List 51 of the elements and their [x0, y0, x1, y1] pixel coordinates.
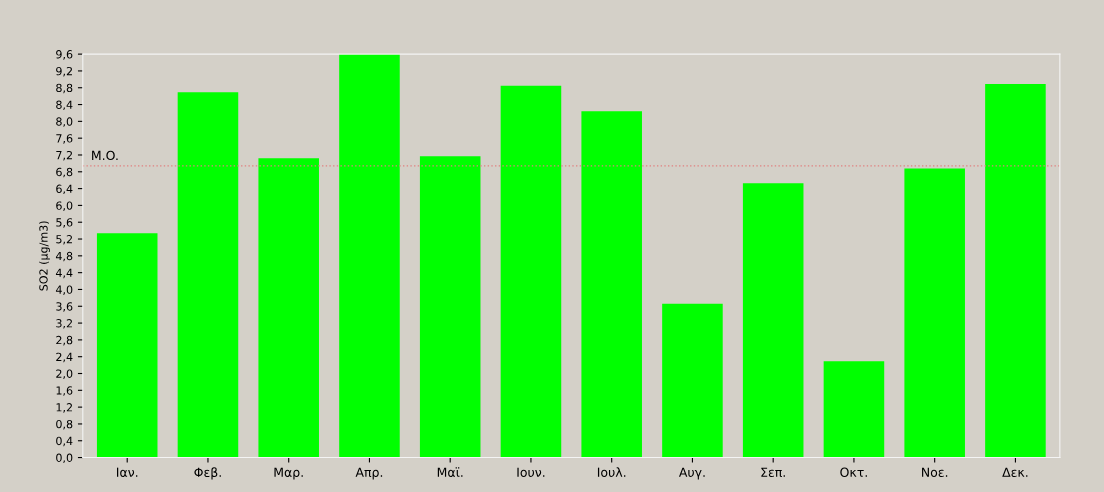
bar [742, 183, 804, 458]
x-tick-label: Αυγ. [678, 467, 705, 480]
y-tick-label: 1,6 [56, 386, 73, 396]
y-tick-label: 3,2 [56, 319, 72, 329]
x-tick-label: Μαρ. [274, 467, 303, 480]
bar [823, 361, 885, 458]
y-tick-label: 0,0 [56, 453, 73, 464]
y-tick-label: 2,8 [56, 335, 73, 346]
y-tick-label: 8,4 [56, 100, 73, 111]
y-tick-label: 9,2 [56, 66, 72, 77]
bar [500, 85, 562, 458]
x-tick-label: Απρ. [355, 467, 383, 480]
x-tick-label: Φεβ. [194, 467, 221, 480]
y-tick-label: 7,6 [56, 134, 73, 144]
x-tick-label: Νοε. [922, 467, 948, 477]
y-tick-label: 8,8 [56, 83, 73, 94]
bar [258, 158, 319, 458]
bar [339, 54, 400, 458]
y-tick-label: 3,6 [56, 302, 73, 312]
bar [177, 92, 239, 458]
y-axis-title: SO2 (μg/m3) [39, 221, 50, 291]
bar [419, 156, 481, 458]
bar [904, 168, 965, 458]
y-tick-label: 7,2 [56, 150, 72, 161]
x-tick-label: Ιαν. [117, 467, 138, 477]
y-tick-label: 4,8 [55, 251, 73, 262]
y-tick-label: 2,0 [56, 369, 73, 380]
x-tick-label: Σεπ. [761, 467, 785, 478]
bar [985, 83, 1046, 458]
bar [581, 111, 642, 458]
x-tick-label: Ιουλ. [597, 467, 626, 477]
x-tick-label: Μαϊ. [437, 467, 463, 477]
y-tick-label: 4,4 [55, 268, 73, 279]
y-tick-label: 8,0 [56, 117, 73, 127]
ref-line-label: M.O. [92, 150, 118, 161]
y-tick-label: 6,4 [56, 184, 73, 195]
y-tick-label: 6,0 [56, 201, 73, 211]
y-tick-label: 6,8 [56, 167, 73, 178]
x-tick-label: Οκτ. [840, 467, 867, 477]
x-tick-label: Δεκ. [1002, 467, 1028, 477]
y-tick-label: 4,0 [55, 285, 73, 295]
y-tick-label: 5,6 [56, 218, 73, 228]
bar [662, 303, 723, 458]
y-tick-label: 0,8 [56, 419, 73, 430]
x-tick-label: Ιουν. [517, 467, 545, 477]
y-tick-label: 0,4 [56, 436, 73, 447]
bar [96, 233, 158, 458]
y-tick-label: 5,2 [56, 235, 72, 245]
y-tick-label: 2,4 [56, 352, 73, 363]
y-tick-label: 9,6 [56, 50, 73, 60]
y-tick-label: 1,2 [56, 403, 72, 413]
